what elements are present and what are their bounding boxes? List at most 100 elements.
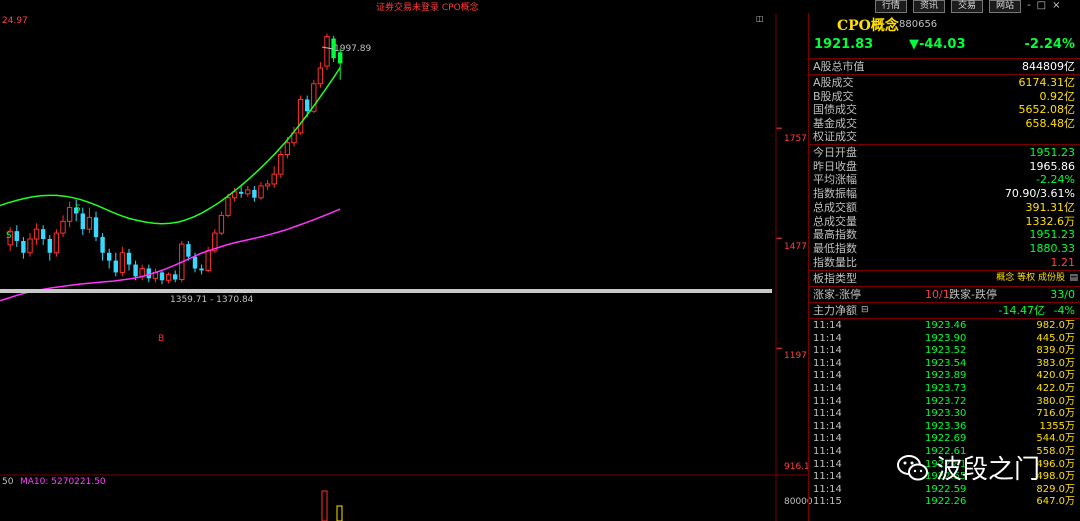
board-type-label: 板指类型: [813, 272, 857, 285]
tick-time: 11:14: [813, 395, 842, 407]
divider: [809, 318, 1080, 319]
index-stat-row-1: 昨日收盘 1965.86: [809, 160, 1080, 173]
ma-slow-line: [0, 208, 341, 302]
tick-row[interactable]: 11:15 1922.26 647.0万: [809, 496, 1080, 509]
tick-price: 1922.55: [925, 471, 967, 483]
tick-time: 11:14: [813, 483, 842, 495]
chart-settings-icon[interactable]: ◫: [756, 14, 764, 23]
turnover-row-2-label: 国债成交: [813, 103, 857, 117]
menu-button-news[interactable]: 资讯: [913, 0, 946, 13]
index-stat-row-2-label: 平均涨幅: [813, 173, 857, 187]
tick-row[interactable]: 11:14 1922.81 496.0万: [809, 459, 1080, 472]
index-stat-row-3-label: 指数振幅: [813, 187, 857, 201]
tick-price: 1922.69: [925, 433, 967, 445]
volume-left-value: 50: [2, 477, 14, 487]
kline-svg[interactable]: 24.97 1997.89 1359.71 - 1370.84 S S B 50…: [0, 13, 808, 521]
tick-volume: 380.0万: [1036, 395, 1075, 407]
tick-row[interactable]: 11:14 1923.36 1355万: [809, 421, 1080, 434]
candle-body: [284, 142, 291, 155]
tick-row[interactable]: 11:14 1923.54 383.0万: [809, 358, 1080, 371]
divider: [809, 144, 1080, 145]
advance-label: 涨家-涨停: [813, 288, 861, 301]
index-stat-row-5-value: 1332.6万: [1025, 214, 1076, 228]
y-label-916: 916.1: [784, 462, 810, 472]
index-stat-row-4-label: 总成交额: [813, 200, 857, 214]
tick-time: 11:14: [813, 345, 842, 357]
maximize-icon[interactable]: □: [1036, 0, 1047, 11]
candle-body: [264, 183, 271, 187]
kline-chart[interactable]: 24.97 1997.89 1359.71 - 1370.84 S S B 50…: [0, 13, 813, 521]
volume-bar: [336, 505, 343, 521]
divider: [809, 302, 1080, 303]
index-stat-row-1-label: 昨日收盘: [813, 159, 857, 173]
candle-body: [133, 264, 138, 277]
top-bar: 证券交易未登录 CPO概念 行情 资讯 交易 网站 - □ ×: [0, 0, 1080, 13]
candle-body: [212, 232, 218, 252]
high-annotation-pointer: [321, 46, 334, 50]
window-title: 证券交易未登录 CPO概念: [376, 3, 479, 13]
minimize-icon[interactable]: -: [1027, 0, 1031, 11]
candle-body: [311, 83, 317, 112]
tick-row[interactable]: 11:14 1923.52 839.0万: [809, 345, 1080, 358]
candle-body: [146, 268, 151, 279]
tick-price: 1922.61: [925, 446, 967, 457]
candle-body: [74, 207, 79, 214]
tick-price: 1922.26: [925, 496, 967, 508]
close-icon[interactable]: ×: [1052, 0, 1061, 11]
tick-price: 1923.73: [925, 383, 967, 394]
horizontal-cursor-line[interactable]: [0, 289, 772, 293]
tick-volume: 445.0万: [1036, 332, 1075, 344]
tick-price: 1923.52: [925, 345, 967, 357]
net-flow-info-icon[interactable]: ⊟: [861, 305, 869, 315]
tick-row[interactable]: 11:14 1923.30 716.0万: [809, 408, 1080, 421]
turnover-row-3-label: 基金成交: [813, 116, 857, 130]
low-annotation: 1359.71 - 1370.84: [170, 295, 254, 305]
menu-button-website[interactable]: 网站: [989, 0, 1022, 13]
ma-fast-line: [0, 67, 341, 225]
tick-row[interactable]: 11:14 1922.69 544.0万: [809, 433, 1080, 446]
candle-body: [14, 231, 19, 241]
candle-body: [80, 213, 85, 230]
tick-price: 1922.59: [925, 483, 967, 495]
y-label-volume: 80000: [784, 497, 813, 507]
index-stat-row-0-label: 今日开盘: [813, 146, 857, 159]
turnover-row-3-value: 658.48亿: [1025, 116, 1076, 130]
candle-body: [66, 207, 73, 222]
index-stat-row-4-value: 391.31亿: [1025, 200, 1076, 214]
volume-bars: [321, 490, 343, 521]
candle-body: [159, 272, 165, 281]
tick-row[interactable]: 11:14 1922.59 829.0万: [809, 484, 1080, 497]
tick-time: 11:14: [813, 446, 842, 457]
decline-value: 33/0: [1050, 288, 1075, 301]
panel-title: CPO概念 880656: [809, 13, 1080, 35]
turnover-row-1-value: 0.92亿: [1039, 89, 1076, 103]
tick-row[interactable]: 11:14 1923.46 982.0万: [809, 320, 1080, 333]
turnover-row-4-label: 权证成交: [813, 130, 857, 144]
tick-row[interactable]: 11:14 1922.55 498.0万: [809, 471, 1080, 484]
turnover-row-0-label: A股成交: [813, 76, 854, 89]
candle-body: [199, 268, 204, 271]
candle-body: [186, 244, 191, 257]
candle-body: [119, 252, 126, 273]
tick-volume: 422.0万: [1036, 383, 1075, 394]
tick-row[interactable]: 11:14 1923.89 420.0万: [809, 370, 1080, 383]
candle-body: [53, 232, 60, 254]
candle-body: [21, 240, 26, 253]
signal-marker-sell-1: S: [6, 231, 12, 241]
ma10-label: MA10: 5270221.50: [20, 477, 106, 487]
tick-time: 11:14: [813, 471, 842, 483]
menu-button-trade[interactable]: 交易: [951, 0, 984, 13]
tick-row[interactable]: 11:14 1923.72 380.0万: [809, 396, 1080, 409]
tick-row[interactable]: 11:14 1923.90 445.0万: [809, 333, 1080, 346]
tick-row[interactable]: 11:14 1923.73 422.0万: [809, 383, 1080, 396]
candle-body: [225, 197, 231, 216]
candle-body: [297, 98, 304, 134]
divider: [809, 286, 1080, 287]
tick-row[interactable]: 11:14 1922.61 558.0万: [809, 446, 1080, 459]
menu-button-quotes[interactable]: 行情: [875, 0, 908, 13]
board-list-icon[interactable]: ▤: [1069, 273, 1078, 283]
index-code: 880656: [899, 19, 938, 30]
index-stat-row-3-value: 70.90/3.61%: [1004, 187, 1075, 201]
index-name: CPO概念: [837, 18, 899, 34]
turnover-row-2: 国债成交 5652.08亿: [809, 103, 1080, 116]
